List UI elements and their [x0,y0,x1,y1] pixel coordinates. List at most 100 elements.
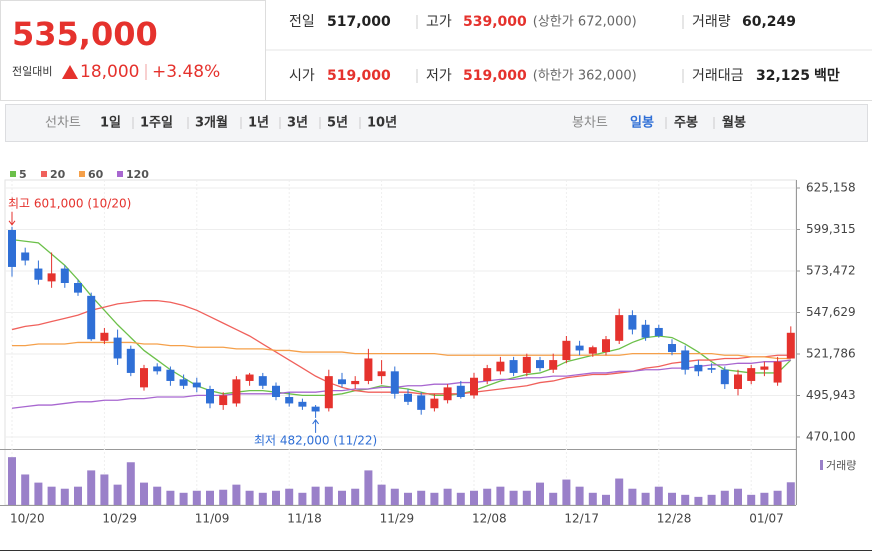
change: 18,000 [80,62,139,82]
candle-body [74,282,82,293]
volume-bar [47,486,56,505]
field-unit: 백만 [814,68,840,84]
field-value: 32,125 [756,68,810,84]
volume-bar [140,482,148,505]
period-button[interactable]: 1주일 [140,116,173,131]
candle-body [443,387,452,401]
volume-bar [575,486,584,505]
candle-button[interactable]: 주봉 [674,116,698,131]
volume-bar [192,490,201,505]
volume-bar [496,486,505,505]
candle-body [351,380,360,385]
candle-body [258,376,267,386]
price-box [0,0,266,101]
volume-bar [668,492,676,505]
period-button[interactable]: 3개월 [195,115,228,131]
volume-bar [100,474,109,505]
x-tick-label: 10/20 [10,512,45,526]
ma-line [12,341,791,360]
volume-bar [34,482,43,505]
candle-body [390,371,399,394]
volume-bar [404,492,412,505]
toolbar-label: 선차트 [45,116,81,131]
field-label: 거래대금 [692,68,744,84]
candle-body [47,273,56,282]
candle-body [720,369,729,385]
volume-bar [747,494,756,505]
volume-bar [562,479,571,505]
candle-body [285,397,294,404]
volume-bar [166,490,175,505]
volume-bar [206,490,214,505]
volume-bar [258,492,267,505]
candle-body [694,364,703,372]
candle-body [615,315,624,341]
x-tick-label: 11/09 [195,512,230,526]
volume-bar [522,490,531,505]
candle-body [602,339,610,353]
toolbar-label: 봉차트 [572,116,608,131]
field-label: 거래량 [692,14,731,30]
y-tick-label: 573,472 [806,264,856,278]
candle-body [470,377,478,396]
field-label: 시가 [289,68,315,84]
volume-bar [298,492,307,505]
volume-bar [588,492,597,505]
candle-body [747,368,756,381]
candle-body [60,268,69,283]
volume-bar [628,488,637,505]
period-button[interactable]: 5년 [327,116,348,131]
volume-bar [272,490,280,505]
volume-bar [602,494,610,505]
candle-body [192,382,201,388]
field-value: 517,000 [327,14,391,30]
candle-body [232,379,241,404]
candle-body [417,395,426,410]
period-button[interactable]: 1일 [100,116,121,131]
volume-bar [377,484,386,505]
volume-bar [549,492,558,505]
candle-body [34,268,43,280]
x-tick-label: 10/29 [102,512,137,526]
low-annotation: 최저 482,000 (11/22) [254,433,377,447]
candle-body [654,327,663,336]
volume-bar [87,470,96,505]
volume-bar [153,486,162,505]
volume-bar [351,488,360,505]
field-label: 고가 [426,14,452,30]
period-button[interactable]: 10년 [367,116,397,131]
candle-body [377,371,386,377]
y-tick-label: 625,158 [806,181,856,195]
candle-button[interactable]: 월봉 [722,115,746,131]
volume-bar [390,488,399,505]
volume-bar [60,488,69,505]
candle-body [87,295,96,340]
arrow [8,211,16,226]
volume-bar [8,457,16,505]
legend-swatch [10,171,16,177]
candle-body [668,344,676,353]
volume-bar [681,494,690,505]
legend-swatch [820,460,823,470]
period-button[interactable]: 1년 [248,116,269,131]
ma-line [11,359,791,409]
field-note: (하한가 362,000) [533,69,637,84]
period-button[interactable]: 3년 [287,116,308,131]
candle-body [509,360,518,373]
candle-body [338,379,346,385]
candle-button[interactable]: 일봉 [630,116,654,131]
volume-bar [113,484,122,505]
candle-body [404,393,412,402]
volume-bar [773,490,782,505]
candle-body [536,360,544,369]
high-annotation: 최고 601,000 (10/20) [8,196,131,210]
volume-bar [483,488,492,505]
volume-label: 거래량 [826,459,856,472]
x-tick-label: 01/07 [749,512,784,526]
legend-label: 120 [126,168,149,181]
candle-body [786,332,795,359]
candle-body [760,366,769,370]
candle-body [496,361,505,372]
field-label: 전일 [289,14,315,30]
